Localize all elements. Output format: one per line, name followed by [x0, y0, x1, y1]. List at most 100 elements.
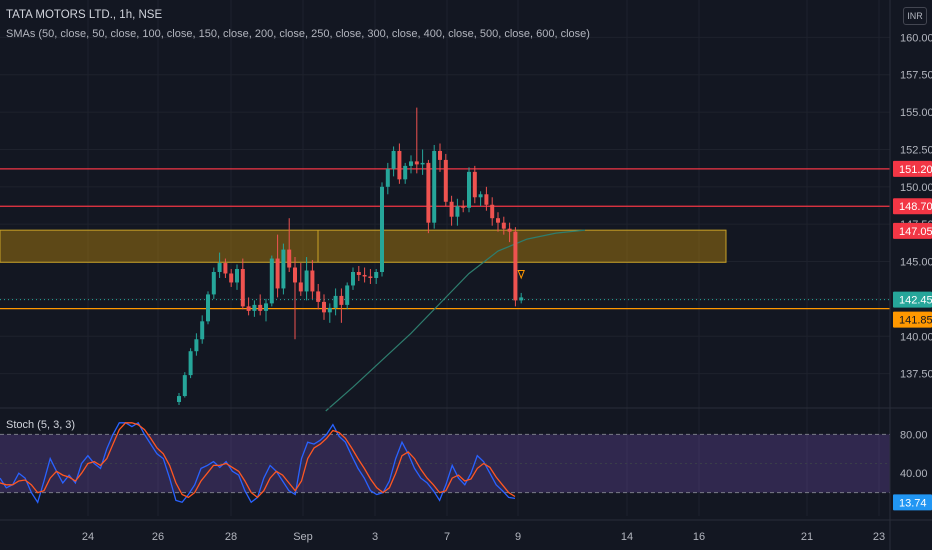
- candle-body[interactable]: [188, 351, 193, 376]
- candle-body[interactable]: [467, 171, 471, 208]
- resistance-price-label: 148.70: [899, 201, 932, 213]
- candle-body[interactable]: [269, 258, 274, 304]
- stoch-legend[interactable]: Stoch (5, 3, 3): [6, 419, 76, 431]
- candle-body[interactable]: [501, 222, 506, 229]
- candle-body[interactable]: [397, 150, 402, 180]
- candle-body[interactable]: [333, 295, 338, 308]
- stoch-last-label-bg: [893, 494, 932, 511]
- candle-body[interactable]: [409, 161, 413, 166]
- candle-body[interactable]: [374, 272, 379, 278]
- candle-body[interactable]: [223, 263, 228, 274]
- y-tick-label: 155.00: [900, 107, 932, 119]
- candle-body[interactable]: [426, 162, 431, 223]
- candle-body[interactable]: [414, 161, 419, 165]
- stoch-d-line: [0, 422, 516, 499]
- y-tick-label: 137.50: [900, 369, 932, 381]
- y-tick-label: 140.00: [900, 331, 932, 343]
- candle-body[interactable]: [513, 231, 518, 301]
- resistance-price-label: 147.05: [899, 226, 932, 238]
- candle-body[interactable]: [316, 291, 321, 302]
- last-price-label: 142.45: [899, 295, 932, 307]
- candle-body[interactable]: [438, 150, 442, 160]
- candle-body[interactable]: [420, 162, 425, 165]
- resistance-price-label: 151.20: [899, 164, 932, 176]
- stoch-y-tick-label: 80.00: [900, 429, 928, 441]
- y-tick-label: 145.00: [900, 257, 932, 269]
- candle-body[interactable]: [484, 194, 489, 205]
- y-tick-label: 160.00: [900, 32, 932, 44]
- candle-body[interactable]: [194, 339, 199, 352]
- x-tick-label: Sep: [293, 531, 313, 543]
- candle-body[interactable]: [478, 194, 483, 198]
- candle-body[interactable]: [293, 267, 297, 283]
- candle-body[interactable]: [304, 270, 309, 292]
- candle-body[interactable]: [443, 159, 448, 202]
- x-tick-label: 26: [152, 531, 164, 543]
- candle-body[interactable]: [432, 150, 437, 223]
- x-tick-label: 21: [801, 531, 813, 543]
- candle-body[interactable]: [200, 321, 205, 340]
- candle-body[interactable]: [455, 206, 460, 217]
- x-tick-label: 3: [372, 531, 378, 543]
- candle-body[interactable]: [472, 171, 477, 198]
- x-tick-label: 14: [621, 531, 633, 543]
- signal-marker-icon: [517, 270, 525, 280]
- resistance-price-label-bg: [893, 222, 932, 239]
- candle-body[interactable]: [177, 396, 181, 403]
- candle-body[interactable]: [275, 258, 280, 289]
- candle-body[interactable]: [490, 204, 495, 219]
- candle-body[interactable]: [235, 269, 239, 283]
- candle-body[interactable]: [391, 150, 396, 169]
- support-price-label: 141.85: [899, 315, 932, 327]
- x-tick-label: 9: [515, 531, 521, 543]
- candle-body[interactable]: [356, 272, 361, 275]
- candle-body[interactable]: [362, 274, 367, 277]
- candle-body[interactable]: [496, 218, 500, 223]
- candle-body[interactable]: [327, 307, 332, 313]
- candle-body[interactable]: [449, 201, 454, 217]
- supply-zone[interactable]: [0, 229, 727, 263]
- candle-body[interactable]: [211, 272, 216, 295]
- x-tick-label: 23: [873, 531, 885, 543]
- candle-body[interactable]: [385, 168, 390, 187]
- candle-body[interactable]: [380, 186, 384, 272]
- sma-line: [325, 229, 586, 412]
- candle-body[interactable]: [264, 303, 268, 311]
- candle-body[interactable]: [507, 228, 512, 232]
- candle-body[interactable]: [281, 249, 286, 289]
- candle-body[interactable]: [206, 294, 210, 322]
- resistance-price-label-bg: [893, 198, 932, 215]
- candle-body[interactable]: [287, 249, 292, 268]
- currency-button[interactable]: INR: [903, 7, 927, 25]
- candle-body[interactable]: [182, 375, 187, 397]
- candle-body[interactable]: [351, 272, 355, 286]
- candle-body[interactable]: [229, 273, 234, 283]
- support-price-label-bg: [893, 311, 932, 328]
- candle-body[interactable]: [252, 304, 257, 311]
- candle-body[interactable]: [258, 304, 263, 311]
- x-tick-label: 24: [82, 531, 94, 543]
- sma-legend[interactable]: SMAs (50, close, 50, close, 100, close, …: [6, 28, 590, 40]
- candle-body[interactable]: [246, 306, 251, 311]
- y-tick-label: 150.00: [900, 182, 932, 194]
- candle-body[interactable]: [403, 165, 408, 180]
- candle-body[interactable]: [519, 297, 524, 301]
- candle-body[interactable]: [345, 285, 350, 305]
- resistance-price-label-bg: [893, 160, 932, 177]
- stoch-last-label: 13.74: [899, 497, 927, 509]
- candle-body[interactable]: [322, 301, 326, 313]
- x-tick-label: 16: [693, 531, 705, 543]
- candle-body[interactable]: [298, 282, 303, 292]
- candle-body[interactable]: [461, 206, 466, 208]
- candle-body[interactable]: [240, 269, 245, 307]
- candle-body[interactable]: [217, 263, 222, 272]
- y-tick-label: 157.50: [900, 70, 932, 82]
- y-tick-label: 152.50: [900, 144, 932, 156]
- last-price-label-bg: [893, 291, 932, 308]
- candle-body[interactable]: [368, 276, 373, 278]
- stoch-y-tick-label: 40.00: [900, 468, 928, 480]
- chart-title[interactable]: TATA MOTORS LTD., 1h, NSE: [6, 9, 163, 21]
- candle-body[interactable]: [339, 295, 344, 305]
- candle-body[interactable]: [310, 270, 315, 292]
